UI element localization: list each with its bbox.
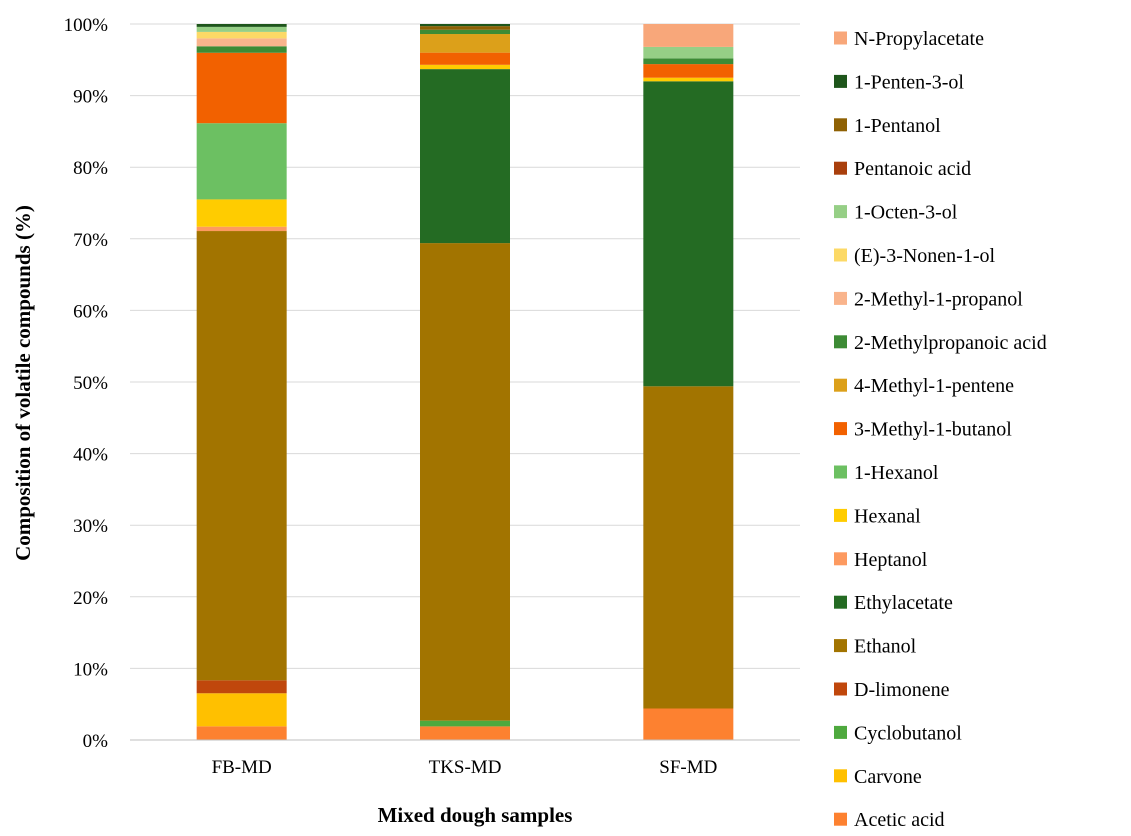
bar-segment	[196, 693, 287, 727]
y-tick-label: 90%	[73, 87, 108, 108]
legend-swatch	[834, 335, 847, 349]
y-tick-label: 30%	[73, 516, 108, 537]
legend-label: 2-Methylpropanoic acid	[854, 332, 1047, 354]
bar-segment	[196, 38, 287, 47]
bar-segment	[420, 52, 510, 65]
bar-segment	[643, 46, 734, 59]
bar-segment	[420, 726, 510, 740]
legend-swatch	[834, 595, 847, 609]
bar-segment	[196, 680, 287, 694]
y-tick-label: 100%	[64, 15, 109, 36]
bar-segment	[643, 64, 734, 78]
legend-swatch	[834, 291, 847, 305]
bars	[196, 24, 734, 740]
bar-segment	[196, 46, 287, 53]
legend-swatch	[834, 74, 847, 88]
bar-segment	[643, 24, 734, 47]
bar-segment	[196, 31, 287, 39]
x-tick-label: SF-MD	[659, 757, 717, 778]
legend-label: Hexanal	[854, 505, 921, 527]
x-axis-title: Mixed dough samples	[378, 803, 573, 827]
legend-label: Ethylacetate	[854, 592, 953, 614]
legend-swatch	[834, 552, 847, 566]
legend-label: Pentanoic acid	[854, 158, 971, 180]
y-tick-label: 10%	[73, 659, 108, 680]
legend-swatch	[834, 248, 847, 262]
x-axis-tick-labels: FB-MD TKS-MD SF-MD	[212, 757, 718, 778]
legend-label: Cyclobutanol	[854, 722, 962, 744]
legend-swatch	[834, 725, 847, 739]
legend-swatch	[834, 422, 847, 436]
legend-swatch	[834, 465, 847, 479]
bar-segment	[196, 123, 287, 200]
legend-label: (E)-3-Nonen-1-ol	[854, 245, 995, 267]
bar-segment	[196, 52, 287, 124]
bar-segment	[643, 81, 734, 387]
bar-segment	[196, 26, 287, 32]
bar-segment	[196, 24, 287, 27]
legend-swatch	[834, 205, 847, 219]
legend-label: Carvone	[854, 766, 922, 788]
legend-swatch	[834, 639, 847, 653]
bar-segment	[420, 29, 510, 35]
y-tick-label: 50%	[73, 373, 108, 394]
y-tick-label: 0%	[83, 731, 109, 752]
bar-segment	[420, 69, 510, 244]
bar-segment	[196, 231, 287, 681]
y-tick-label: 70%	[73, 230, 108, 251]
bar-segment	[643, 708, 734, 740]
legend-swatch	[834, 31, 847, 45]
legend-label: Acetic acid	[854, 809, 945, 831]
y-tick-label: 20%	[73, 588, 108, 609]
legend-swatch	[834, 812, 847, 826]
bar-segment	[643, 58, 734, 65]
legend-label: Ethanol	[854, 636, 917, 658]
legend-swatch	[834, 118, 847, 132]
legend-swatch	[834, 682, 847, 696]
legend: N-Propylacetate 1-Penten-3-ol 1-Pentanol Pe…	[834, 28, 1047, 831]
x-tick-label: FB-MD	[212, 757, 272, 778]
bar-segment	[420, 720, 510, 727]
legend-swatch	[834, 378, 847, 392]
legend-swatch	[834, 508, 847, 522]
x-tick-label: TKS-MD	[429, 757, 502, 778]
y-tick-label: 60%	[73, 301, 108, 322]
bar-segment	[420, 243, 510, 721]
legend-label: N-Propylacetate	[854, 28, 984, 50]
y-axis-tick-labels: 0% 10% 20% 30% 40% 50% 60% 70% 80% 90% 100%	[64, 15, 109, 752]
bar-segment	[420, 64, 510, 70]
bar-segment	[196, 726, 287, 740]
y-tick-label: 40%	[73, 445, 108, 466]
bar-segment	[420, 26, 510, 30]
legend-label: 1-Pentanol	[854, 115, 941, 137]
bar-segment	[420, 34, 510, 53]
bar-segment	[643, 386, 734, 709]
legend-label: 3-Methyl-1-butanol	[854, 419, 1012, 441]
bar-segment	[643, 77, 734, 82]
legend-swatch	[834, 161, 847, 175]
legend-label: 1-Octen-3-ol	[854, 202, 958, 224]
legend-label: D-limonene	[854, 679, 950, 701]
bar-segment	[196, 199, 287, 227]
legend-label: Heptanol	[854, 549, 928, 571]
legend-label: 1-Penten-3-ol	[854, 71, 964, 93]
legend-label: 2-Methyl-1-propanol	[854, 288, 1023, 310]
legend-swatch	[834, 769, 847, 783]
legend-label: 1-Hexanol	[854, 462, 939, 484]
y-tick-label: 80%	[73, 158, 108, 179]
bar-segment	[196, 226, 287, 232]
y-axis-title: Composition of volatile compounds (%)	[11, 205, 35, 561]
bar-segment	[420, 24, 510, 27]
legend-label: 4-Methyl-1-pentene	[854, 375, 1014, 397]
